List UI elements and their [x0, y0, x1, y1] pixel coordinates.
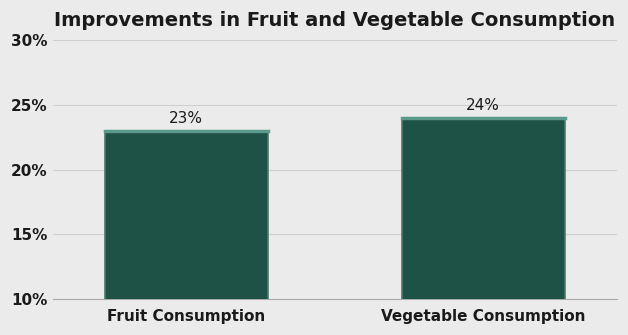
Text: 23%: 23%: [169, 111, 203, 126]
Text: 24%: 24%: [467, 98, 500, 113]
Title: Improvements in Fruit and Vegetable Consumption: Improvements in Fruit and Vegetable Cons…: [54, 11, 615, 30]
Bar: [401, 118, 565, 335]
Bar: [105, 131, 268, 335]
